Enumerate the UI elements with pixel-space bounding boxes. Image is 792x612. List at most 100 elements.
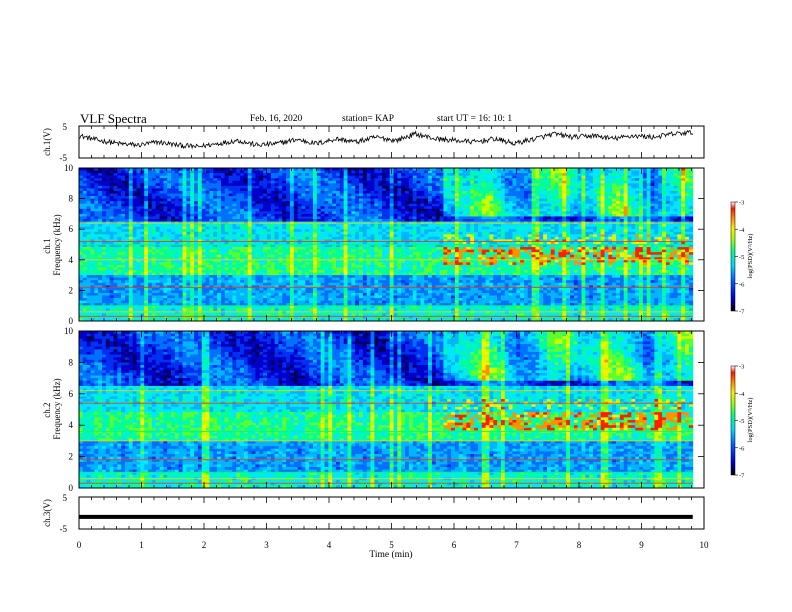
spectrogram-cell [351, 254, 356, 258]
spectrogram-cell [320, 262, 325, 266]
spectrogram-cell [347, 190, 352, 194]
spectrogram-cell [324, 300, 329, 304]
spectrogram-cell [270, 226, 276, 230]
spectrogram-cell [247, 282, 253, 286]
spectrogram-cell [190, 262, 195, 266]
spectrogram-cell [159, 219, 164, 222]
spectrogram-cell [236, 303, 241, 307]
spectrogram-cell [140, 318, 145, 322]
spectrogram-cell [159, 190, 164, 194]
spectrogram-cell [194, 213, 199, 217]
spectrogram-cell [366, 267, 371, 271]
spectrogram-cell [182, 175, 187, 179]
spectrogram-cell [355, 206, 360, 210]
spectrogram-cell [236, 249, 241, 253]
spectrogram-cell [201, 224, 206, 228]
spectrogram-cell [297, 270, 302, 273]
spectrogram-cell [312, 264, 318, 268]
spectrogram-cell [362, 185, 368, 189]
spectrogram-cell [309, 190, 314, 194]
spectrogram-cell [263, 313, 268, 317]
spectrogram-cell [243, 287, 249, 291]
spectrogram-cell [312, 178, 318, 182]
spectrogram-cell [289, 290, 295, 294]
spectrogram-cell [98, 190, 103, 194]
spectrogram-cell [148, 173, 153, 177]
spectrogram-cell [178, 305, 183, 309]
spectrogram-cell [270, 208, 276, 212]
spectrogram-cell [255, 308, 260, 312]
spectrogram-cell [312, 175, 318, 179]
spectrogram-cell [289, 168, 295, 171]
spectrogram-cell [232, 168, 237, 171]
spectrogram-cell [228, 315, 233, 319]
spectrogram-cell [94, 303, 99, 307]
spectrogram-cell [270, 315, 276, 319]
spectrogram-cell [182, 290, 187, 294]
station-label: station= KAP [342, 114, 395, 124]
spectrogram-cell [205, 229, 210, 233]
spectrogram-cell [289, 201, 295, 205]
spectrogram-cell [159, 180, 164, 184]
spectrogram-cell [251, 178, 256, 182]
spectrogram-cell [278, 213, 283, 217]
spectrogram-cell [301, 275, 306, 279]
spectrogram-cell [301, 185, 306, 189]
spectrogram-cell [251, 270, 256, 273]
spectrogram-cell [312, 236, 318, 240]
spectrogram-cell [385, 300, 391, 304]
spectrogram-cell [251, 224, 256, 228]
spectrogram-cell [151, 198, 157, 202]
spectrogram-cell [305, 295, 310, 299]
spectrogram-cell [194, 211, 199, 215]
spectrogram-cell [320, 305, 325, 309]
spectrogram-cell [359, 305, 364, 309]
spectrogram-cell [266, 183, 272, 187]
spectrogram-cell [224, 262, 230, 266]
spectrogram-cell [336, 287, 341, 291]
spectrogram-cell [305, 219, 310, 222]
spectrogram-cell [159, 280, 164, 284]
spectrogram-cell [224, 206, 230, 210]
spectrogram-cell [316, 216, 322, 220]
spectrogram-cell [240, 196, 245, 199]
spectrogram-cell [117, 298, 122, 301]
spectrogram-cell [159, 249, 164, 253]
spectrogram-cell [171, 208, 176, 212]
spectrogram-cell [220, 247, 226, 250]
spectrogram-cell [378, 234, 383, 238]
spectrogram-cell [132, 315, 137, 319]
spectrogram-cell [293, 229, 299, 233]
spectrogram-cell [270, 201, 276, 205]
spectrogram-cell [220, 318, 226, 322]
spectrogram-cell [289, 198, 295, 202]
spectrogram-cell [121, 208, 126, 212]
spectrogram-cell [266, 180, 272, 184]
spectrogram-cell [263, 247, 268, 250]
spectrogram-cell [359, 244, 364, 248]
spectrogram-cell [359, 193, 364, 197]
spectrogram-cell [220, 295, 226, 299]
spectrogram-cell [240, 203, 245, 207]
spectrogram-cell [205, 180, 210, 184]
spectrogram-cell [320, 178, 325, 182]
spectrogram-cell [209, 231, 214, 235]
spectrogram-cell [128, 315, 134, 319]
spectrogram-cell [105, 285, 111, 289]
spectrogram-cell [213, 211, 218, 215]
spectrogram-cell [259, 211, 264, 215]
spectrogram-cell [174, 206, 180, 210]
spectrogram-cell [86, 173, 91, 177]
spectrogram-cell [155, 247, 160, 250]
spectrogram-cell [385, 219, 391, 222]
spectrogram-cell [339, 287, 345, 291]
spectrogram-cell [125, 203, 130, 207]
spectrogram-cell [182, 267, 187, 271]
spectrogram-cell [332, 257, 337, 261]
spectrogram-cell [113, 213, 118, 217]
spectrogram-cell [366, 193, 371, 197]
spectrogram-cell [144, 206, 149, 210]
spectrogram-cell [171, 213, 176, 217]
spectrogram-cell [336, 259, 341, 263]
spectrogram-cell [109, 173, 114, 177]
